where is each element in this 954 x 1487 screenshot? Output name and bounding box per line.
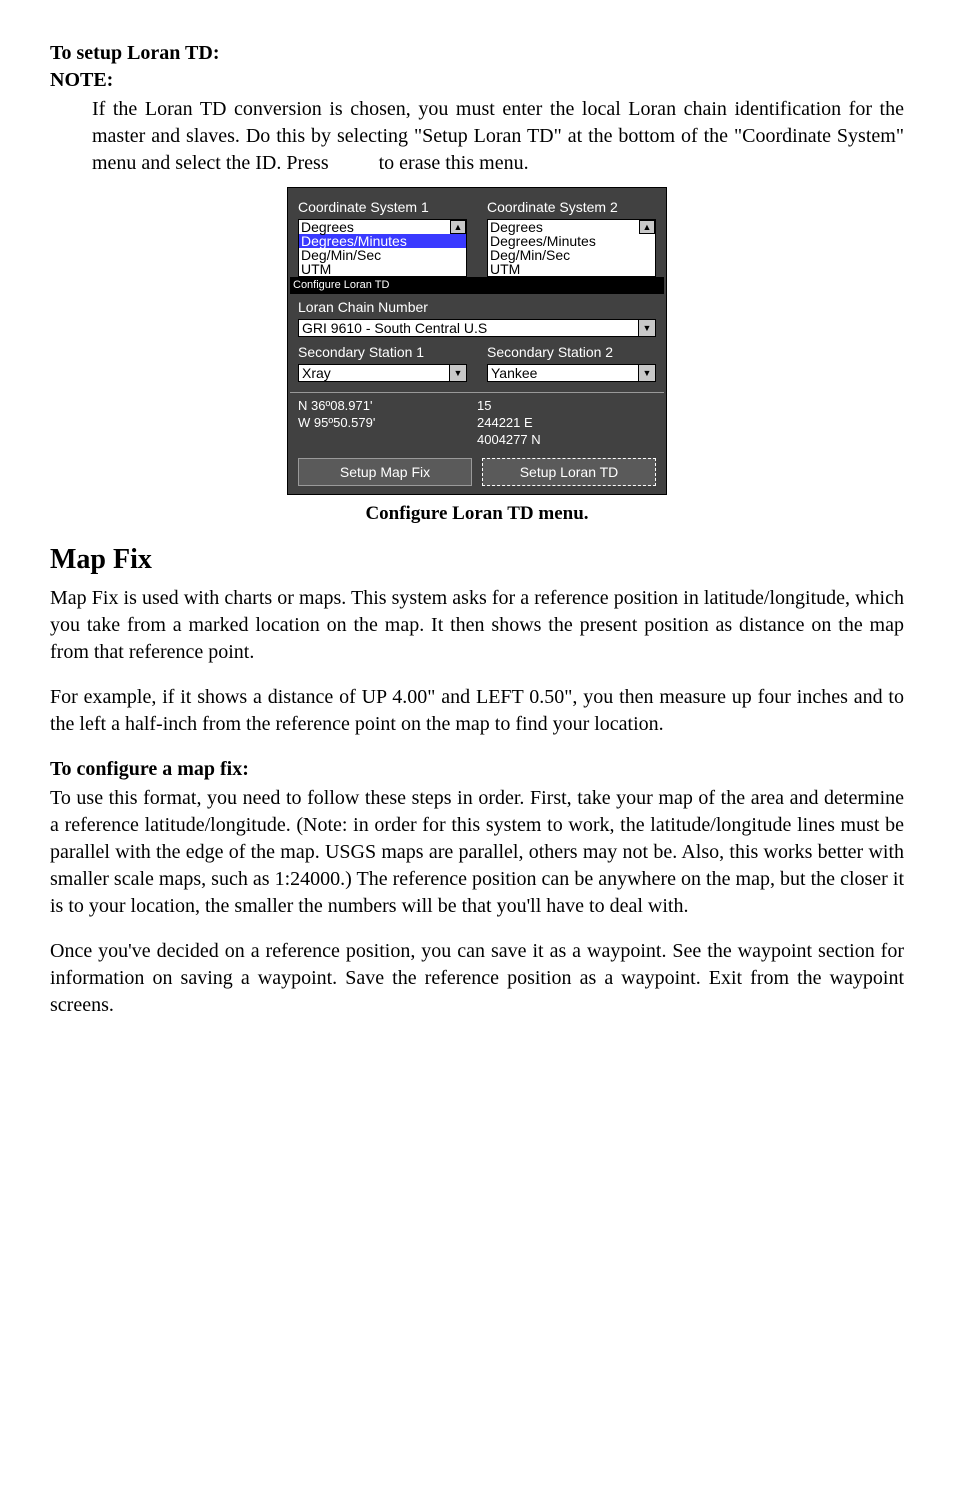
- chevron-down-icon[interactable]: ▼: [638, 320, 655, 336]
- coord-e: 244221 E: [477, 414, 656, 431]
- coord-n: N 36º08.971': [298, 397, 477, 414]
- secondary-station-1-combo[interactable]: Xray ▼: [298, 364, 467, 382]
- scroll-up-icon[interactable]: ▲: [639, 220, 655, 234]
- configure-p2: Once you've decided on a reference posit…: [50, 938, 904, 1019]
- loran-chain-label: Loran Chain Number: [298, 298, 656, 317]
- coord-system-2-list[interactable]: Degrees Degrees/Minutes Deg/Min/Sec UTM …: [487, 219, 656, 277]
- list-item[interactable]: Degrees/Minutes: [488, 234, 655, 248]
- coords-block: N 36º08.971' W 95º50.579' 15 244221 E 40…: [290, 392, 664, 454]
- list-item[interactable]: UTM: [488, 262, 655, 276]
- map-fix-p2: For example, if it shows a distance of U…: [50, 684, 904, 738]
- secondary-station-2-label: Secondary Station 2: [487, 343, 656, 362]
- list-item[interactable]: Degrees/Minutes: [299, 234, 466, 248]
- map-fix-heading: Map Fix: [50, 541, 904, 579]
- setup-loran-heading: To setup Loran TD:: [50, 40, 904, 67]
- list-item[interactable]: Deg/Min/Sec: [299, 248, 466, 262]
- coord-zone: 15: [477, 397, 656, 414]
- list-item[interactable]: Degrees: [299, 220, 466, 234]
- loran-dialog: Coordinate System 1 Degrees Degrees/Minu…: [287, 187, 667, 495]
- coord-system-1-label: Coordinate System 1: [298, 198, 467, 217]
- secondary-station-1-value: Xray: [299, 365, 449, 381]
- list-item[interactable]: UTM: [299, 262, 466, 276]
- secondary-station-2-value: Yankee: [488, 365, 638, 381]
- list-item[interactable]: Degrees: [488, 220, 655, 234]
- configure-loran-bar: Configure Loran TD: [290, 277, 664, 294]
- chevron-down-icon[interactable]: ▼: [449, 365, 466, 381]
- figure-caption: Configure Loran TD menu.: [287, 501, 667, 527]
- secondary-station-1-label: Secondary Station 1: [298, 343, 467, 362]
- coord-w: W 95º50.579': [298, 414, 477, 431]
- loran-chain-combo[interactable]: GRI 9610 - South Central U.S ▼: [298, 319, 656, 337]
- scroll-up-icon[interactable]: ▲: [450, 220, 466, 234]
- figure-wrap: Coordinate System 1 Degrees Degrees/Minu…: [50, 187, 904, 527]
- note-heading: NOTE:: [50, 67, 904, 94]
- secondary-station-2-combo[interactable]: Yankee ▼: [487, 364, 656, 382]
- map-fix-p1: Map Fix is used with charts or maps. Thi…: [50, 585, 904, 666]
- configure-p1: To use this format, you need to follow t…: [50, 785, 904, 920]
- coord-nn: 4004277 N: [477, 431, 656, 448]
- configure-map-fix-heading: To configure a map fix:: [50, 756, 904, 783]
- coord-system-2-label: Coordinate System 2: [487, 198, 656, 217]
- coord-system-1-list[interactable]: Degrees Degrees/Minutes Deg/Min/Sec UTM …: [298, 219, 467, 277]
- chevron-down-icon[interactable]: ▼: [638, 365, 655, 381]
- list-item[interactable]: Deg/Min/Sec: [488, 248, 655, 262]
- note-body-part2: to erase this menu.: [379, 152, 529, 174]
- note-body: If the Loran TD conversion is chosen, yo…: [92, 96, 904, 177]
- setup-map-fix-button[interactable]: Setup Map Fix: [298, 458, 472, 487]
- setup-loran-td-button[interactable]: Setup Loran TD: [482, 458, 656, 487]
- loran-chain-value: GRI 9610 - South Central U.S: [299, 320, 638, 336]
